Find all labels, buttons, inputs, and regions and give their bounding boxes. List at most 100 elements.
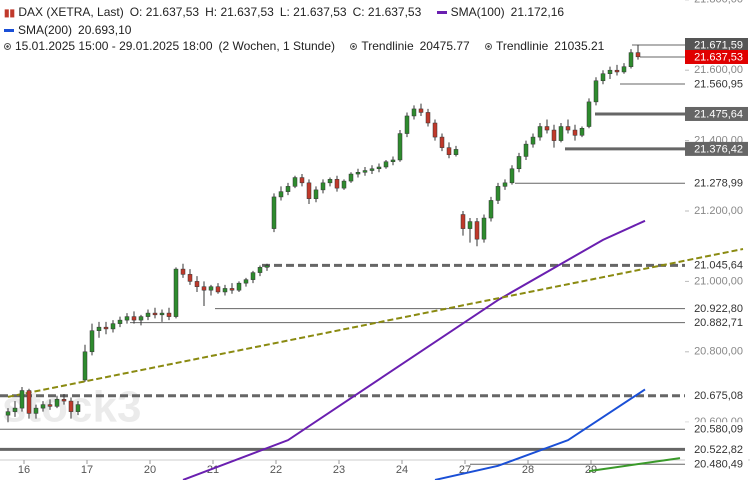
level-label-box: [685, 388, 748, 403]
candle-body: [152, 312, 158, 316]
legend-value: 20.693,10: [78, 23, 132, 37]
legend-icon: [485, 43, 493, 51]
candle-body: [173, 268, 179, 317]
candle-body: [299, 177, 305, 184]
candle-body: [446, 147, 452, 155]
y-tick-label: 21.000,00: [694, 275, 743, 287]
candle-body: [215, 286, 221, 293]
legend-swatch: [436, 11, 447, 15]
candle-body: [467, 221, 473, 229]
candle-body: [418, 108, 424, 113]
level-label: 21.376,42: [694, 143, 743, 155]
candle-body: [285, 186, 291, 192]
level-label: 21.475,64: [694, 108, 743, 120]
candle-body: [313, 189, 319, 199]
candle-body: [523, 143, 529, 157]
candle-body: [159, 312, 165, 316]
candle-body: [138, 316, 144, 321]
level-label: 20.580,09: [694, 424, 743, 436]
candle-body: [236, 282, 242, 291]
level-label: 20.480,49: [694, 459, 743, 471]
level-label-box: [685, 315, 748, 330]
candle-body: [117, 319, 123, 324]
candle-body: [404, 115, 410, 134]
candle-body: [306, 182, 312, 199]
legend-item: Trendlinie 20475.77: [350, 39, 475, 53]
legend-icon: [4, 43, 11, 51]
indicator-line: [7, 248, 744, 398]
level-label: 20.882,71: [694, 317, 743, 329]
candle-body: [47, 404, 53, 407]
level-label: 21.278,99: [694, 178, 743, 190]
legend-row: SMA(200) 20.693,10: [4, 22, 616, 38]
level-label: 21.637,53: [694, 51, 743, 63]
level-label-box: [685, 258, 748, 273]
candle-body: [355, 172, 361, 175]
candle-body: [481, 217, 487, 240]
x-tick-label: 22: [270, 464, 282, 476]
y-tick-label: 21.600,00: [694, 64, 743, 76]
x-tick-label: 23: [333, 464, 345, 476]
candle-body: [579, 128, 585, 136]
candle-body: [96, 326, 102, 331]
candle-body: [278, 191, 284, 198]
legend-label: Trendlinie: [361, 39, 414, 53]
legend-label: SMA(200): [18, 23, 73, 37]
candle-body: [103, 326, 109, 330]
level-label: 20.922,80: [694, 303, 743, 315]
candle-body: [5, 411, 11, 416]
level-label-box: [685, 176, 748, 191]
candle-body: [19, 390, 25, 409]
candle-body: [194, 281, 200, 287]
candle-body: [425, 112, 431, 124]
candle-body: [614, 69, 620, 73]
candle-body: [551, 129, 557, 141]
legend: ▮▮ DAX (XETRA, Last) O: 21.637,53 H: 21.63…: [4, 4, 616, 54]
legend-value: 20475.77: [419, 39, 470, 53]
interval: (2 Wochen, 1 Stunde): [218, 39, 336, 53]
candle-body: [544, 126, 550, 131]
candle-body: [516, 156, 522, 170]
candle-body: [453, 149, 459, 155]
legend-item: ▮▮ DAX (XETRA, Last) O: 21.637,53 H: 21.63…: [4, 5, 422, 19]
level-label-box: [685, 301, 748, 316]
candle-body: [474, 221, 480, 240]
candle-body: [145, 312, 151, 317]
legend-label: Trendlinie: [496, 39, 549, 53]
candle-body: [460, 214, 466, 229]
candle-body: [432, 122, 438, 138]
candle-body: [621, 66, 627, 73]
candle-body: [61, 399, 67, 402]
candle-body: [75, 404, 81, 412]
level-label: 21.671,59: [694, 39, 743, 51]
level-label-box: [685, 442, 748, 457]
candle-body: [565, 126, 571, 131]
candle-body: [187, 274, 193, 282]
period: 15.01.2025 15:00 - 29.01.2025 18:00: [15, 39, 213, 53]
legend-item: Trendlinie 21035.21: [485, 39, 610, 53]
candle-body: [54, 399, 60, 407]
indicator-line: [182, 219, 646, 480]
candle-body: [572, 129, 578, 136]
candle-body: [369, 168, 375, 171]
quote: O: 21.637,53: [129, 5, 200, 19]
candle-body: [222, 288, 228, 293]
candle-body: [257, 267, 263, 273]
candle-body: [201, 286, 207, 291]
candle-body: [530, 136, 536, 145]
candle-body: [180, 268, 186, 275]
candle-body: [131, 316, 137, 321]
legend-value: 21.172,16: [510, 5, 565, 19]
legend-icon: [350, 43, 358, 51]
candle-body: [250, 272, 256, 280]
x-tick-label: 24: [396, 464, 408, 476]
candle-body: [397, 133, 403, 161]
candle-body: [243, 279, 249, 284]
level-label-box: [685, 38, 748, 53]
legend-item: SMA(100) 21.172,16: [436, 5, 570, 19]
candle-body: [40, 404, 46, 409]
level-label-box: [685, 76, 748, 91]
candle-body: [600, 73, 606, 82]
candle-body: [327, 179, 333, 184]
